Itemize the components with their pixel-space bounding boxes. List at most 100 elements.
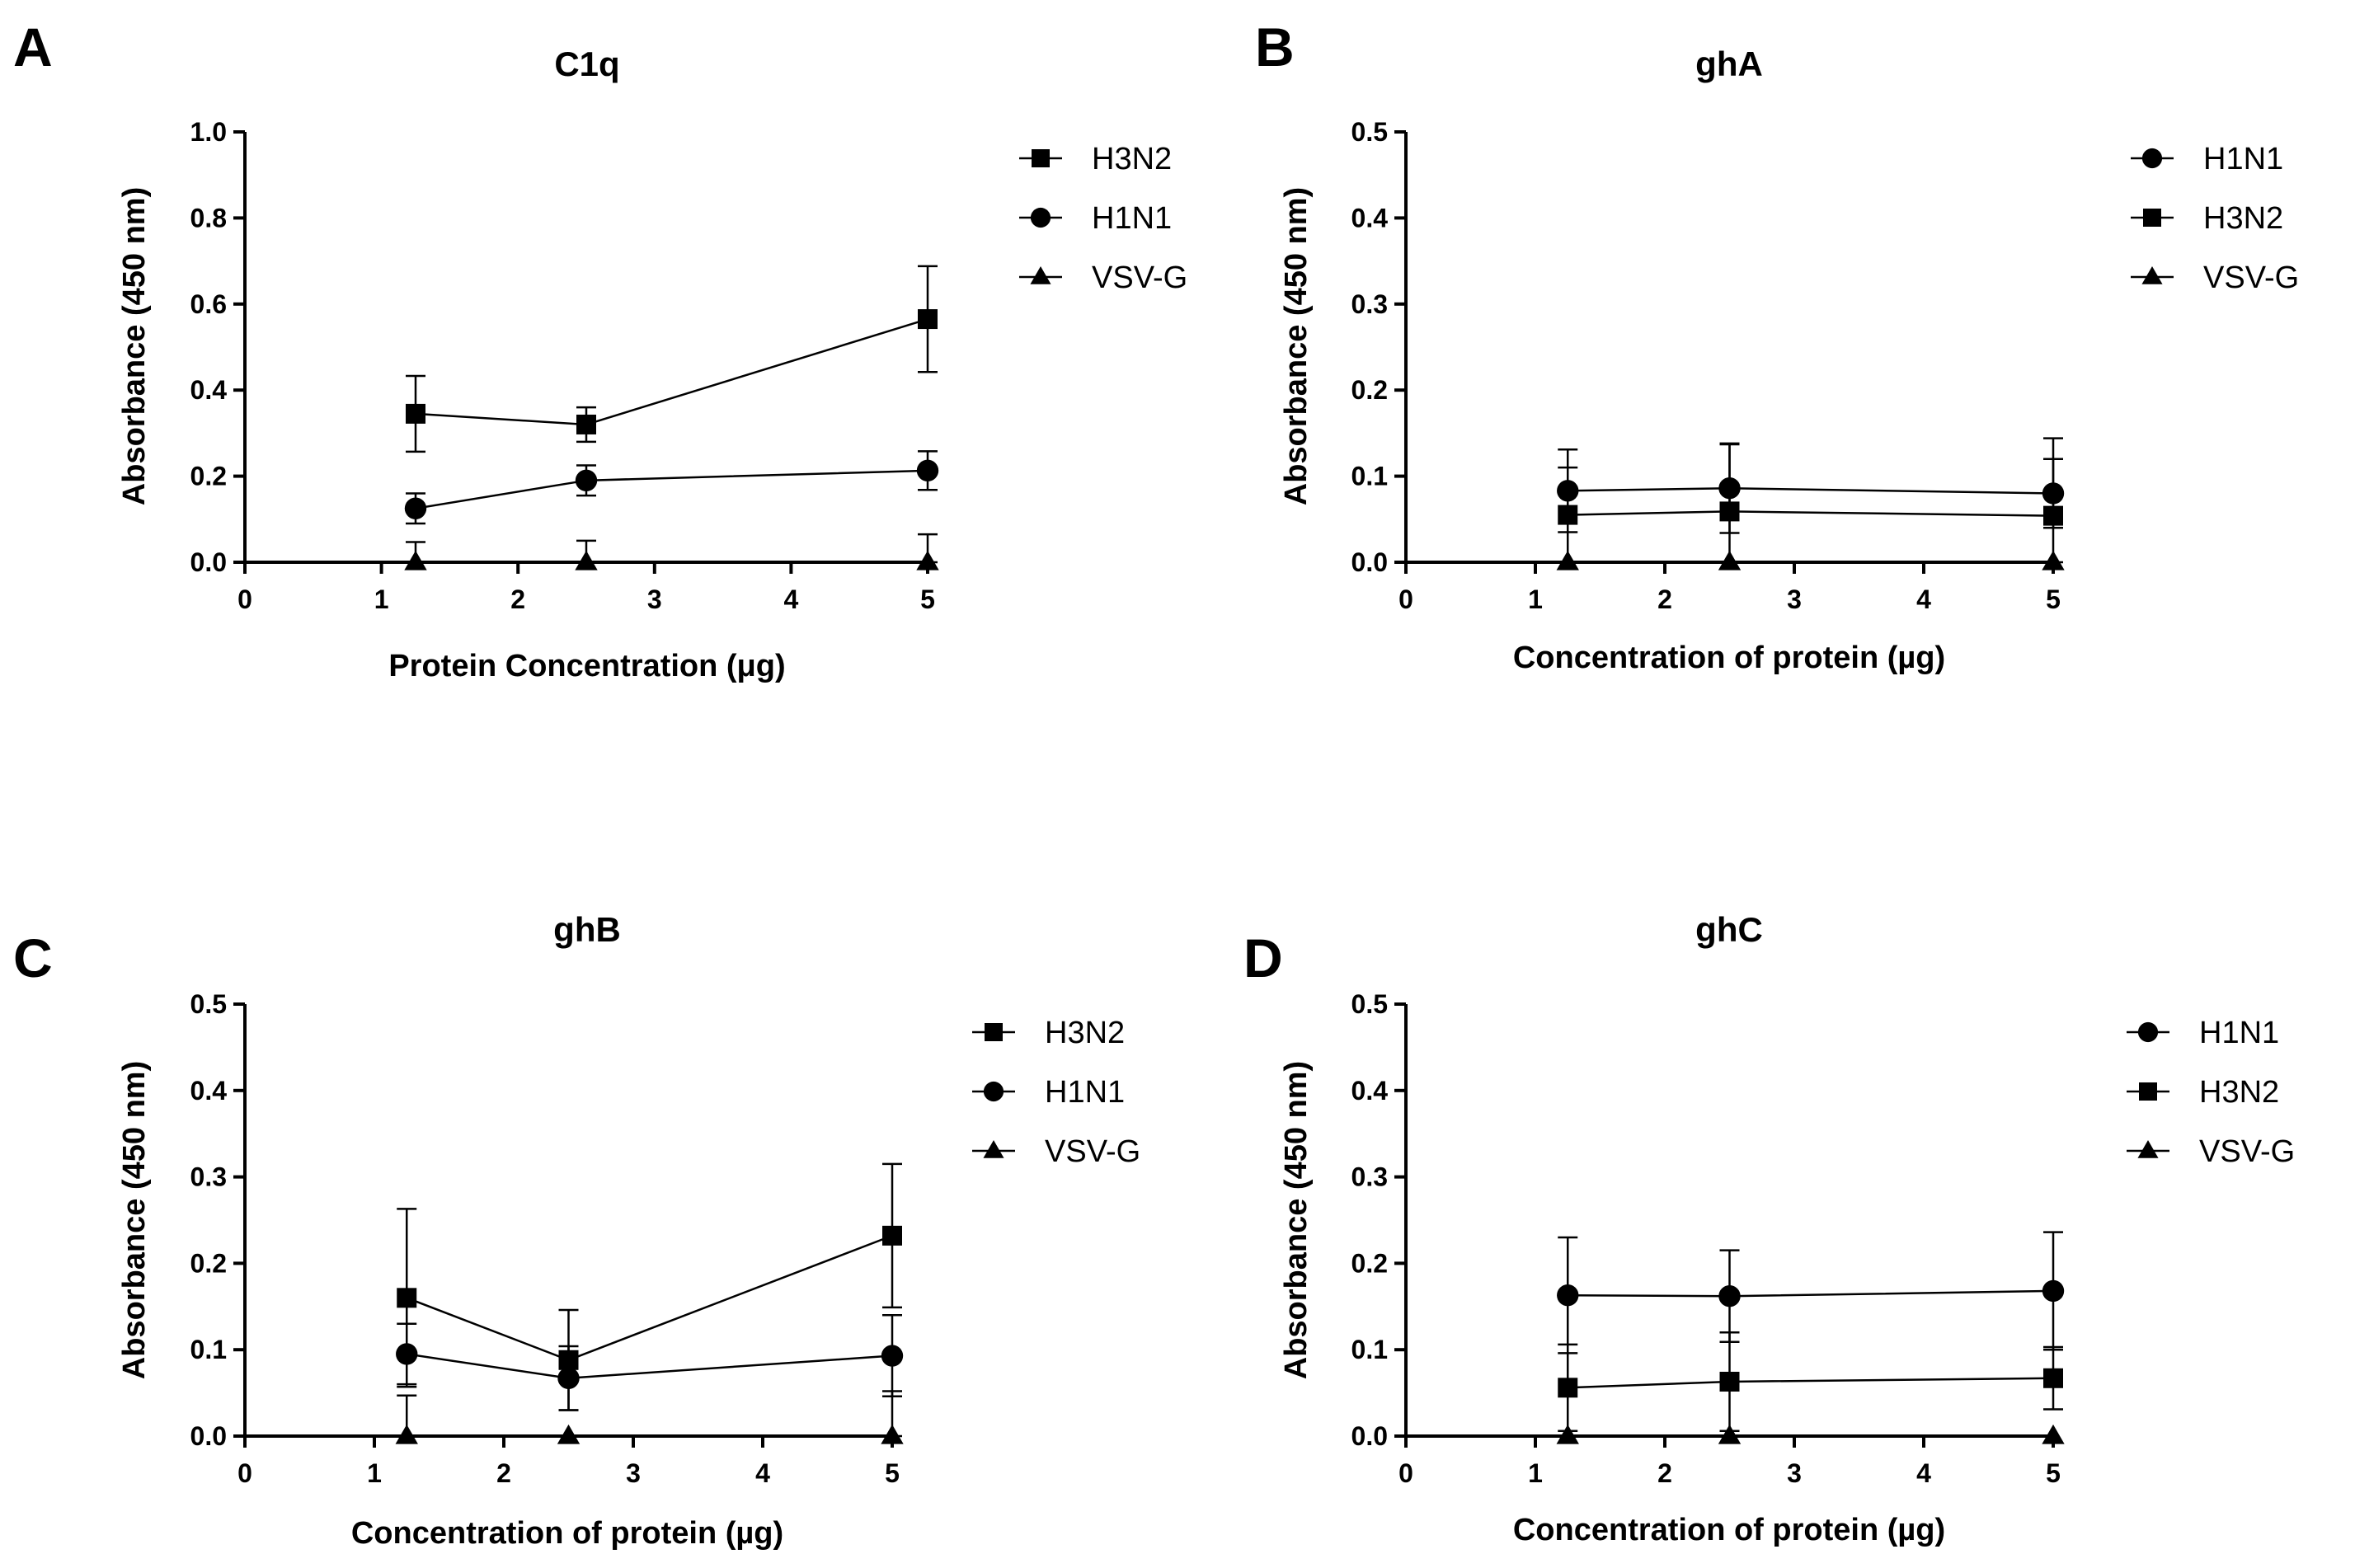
y-tick-label: 0.4 xyxy=(1351,1076,1389,1106)
chart-title: C1q xyxy=(554,45,619,83)
data-point-square xyxy=(1558,1378,1578,1398)
series-line xyxy=(1568,1289,2054,1298)
data-point-triangle xyxy=(916,550,939,570)
y-tick-label: 0.8 xyxy=(190,203,227,232)
legend-label: H3N2 xyxy=(1092,142,1172,176)
y-tick-label: 0.4 xyxy=(190,375,228,405)
x-tick-label: 1 xyxy=(1528,584,1543,614)
data-point-square xyxy=(576,414,596,434)
x-tick-label: 1 xyxy=(367,1458,382,1488)
legend-marker-square xyxy=(1032,149,1050,167)
legend-marker-triangle xyxy=(1030,266,1051,284)
legend-marker-circle xyxy=(983,1081,1004,1102)
y-axis-title: Absorbance (450 nm) xyxy=(1279,187,1314,505)
data-point-triangle xyxy=(395,1424,418,1444)
y-tick-label: 0.4 xyxy=(1351,203,1389,232)
data-point-triangle xyxy=(2042,550,2065,570)
data-point-square xyxy=(1719,501,1740,522)
data-point-triangle xyxy=(1556,1424,1579,1444)
series-vsv-g xyxy=(1556,1424,2065,1444)
data-point-square xyxy=(406,403,425,424)
y-tick-label: 1.0 xyxy=(190,117,227,147)
data-point-circle xyxy=(575,469,598,492)
x-axis-title: Protein Concentration (μg) xyxy=(388,649,785,683)
x-axis-title: Concentration of protein (µg) xyxy=(1513,641,1945,675)
legend-marker-circle xyxy=(1030,207,1051,228)
series-line xyxy=(1568,510,2054,517)
panel-letter: A xyxy=(13,16,53,77)
x-tick-label: 4 xyxy=(784,584,799,614)
y-axis-title: Absorbance (450 nm) xyxy=(117,1061,152,1379)
y-tick-label: 0.5 xyxy=(1351,117,1388,147)
x-tick-label: 0 xyxy=(237,584,252,614)
legend-label: H3N2 xyxy=(1045,1016,1125,1050)
x-tick-label: 0 xyxy=(1398,584,1413,614)
x-tick-label: 5 xyxy=(885,1458,900,1488)
data-point-triangle xyxy=(1556,550,1579,570)
data-point-circle xyxy=(1718,1285,1741,1307)
y-tick-label: 0.5 xyxy=(1351,989,1388,1019)
data-point-circle xyxy=(557,1367,580,1389)
data-point-square xyxy=(2043,1368,2063,1388)
series-h1n1 xyxy=(404,450,939,525)
series-h1n1 xyxy=(1557,1231,2065,1354)
data-point-square xyxy=(1719,1371,1740,1392)
legend-marker-triangle xyxy=(983,1140,1004,1158)
legend: H3N2 H1N1 VSV-G xyxy=(1019,142,1187,295)
series-h3n2 xyxy=(406,265,938,453)
legend-label: H1N1 xyxy=(2199,1016,2279,1050)
data-point-triangle xyxy=(557,1424,581,1444)
data-point-square xyxy=(2043,505,2063,526)
x-axis-title: Concentration of protein (µg) xyxy=(351,1516,783,1551)
y-tick-label: 0.1 xyxy=(190,1335,227,1364)
data-point-triangle xyxy=(881,1424,904,1444)
legend-marker-square xyxy=(2143,209,2161,227)
x-tick-label: 3 xyxy=(1787,1458,1802,1488)
data-point-square xyxy=(397,1288,417,1308)
series-line xyxy=(415,317,928,426)
series-vsv-g xyxy=(1556,550,2065,570)
data-point-circle xyxy=(2042,1279,2065,1303)
series-h1n1 xyxy=(1557,442,2065,534)
data-point-triangle xyxy=(1718,1424,1742,1444)
x-tick-label: 2 xyxy=(1657,584,1672,614)
data-point-circle xyxy=(396,1343,418,1365)
legend-label: VSV-G xyxy=(2199,1134,2295,1169)
legend-marker-circle xyxy=(2137,1021,2159,1043)
chart-title: ghB xyxy=(553,910,621,949)
series-h3n2 xyxy=(1558,437,2063,564)
x-tick-label: 1 xyxy=(374,584,389,614)
series-line xyxy=(407,1353,893,1380)
series-h1n1 xyxy=(396,1314,904,1411)
chart-title: ghC xyxy=(1695,910,1763,949)
series-line xyxy=(1568,486,2054,495)
data-point-triangle xyxy=(404,550,427,570)
y-tick-label: 0.2 xyxy=(190,462,227,491)
legend-marker-triangle xyxy=(2141,266,2163,284)
data-point-circle xyxy=(881,1345,904,1367)
y-tick-label: 0.1 xyxy=(1351,462,1388,491)
legend-label: H3N2 xyxy=(2203,201,2283,236)
legend-label: H3N2 xyxy=(2199,1075,2279,1110)
x-tick-label: 4 xyxy=(1916,1458,1931,1488)
y-tick-label: 0.0 xyxy=(190,547,227,577)
data-point-circle xyxy=(916,459,939,482)
x-tick-label: 4 xyxy=(755,1458,770,1488)
legend: H1N1 H3N2 VSV-G xyxy=(2127,1016,2295,1169)
legend-label: VSV-G xyxy=(1045,1134,1140,1169)
y-tick-label: 0.5 xyxy=(190,989,227,1019)
y-tick-label: 0.3 xyxy=(1351,289,1388,319)
data-point-triangle xyxy=(1718,550,1742,570)
x-tick-label: 5 xyxy=(2046,1458,2061,1488)
x-tick-label: 1 xyxy=(1528,1458,1543,1488)
x-tick-label: 2 xyxy=(510,584,525,614)
y-axis-title: Absorbance (450 nm) xyxy=(117,187,152,505)
series-line xyxy=(406,1234,893,1362)
chart-title: ghA xyxy=(1695,45,1763,83)
series-vsv-g xyxy=(395,1390,904,1444)
legend-label: H1N1 xyxy=(1045,1075,1125,1110)
panel-a: A C1q 0.0 0.2 0.4 0.6 0.8 1.0 0 1 2 3 4 5 Protein Conc… xyxy=(13,16,1187,683)
x-tick-label: 5 xyxy=(2046,584,2061,614)
data-point-square xyxy=(882,1225,902,1246)
